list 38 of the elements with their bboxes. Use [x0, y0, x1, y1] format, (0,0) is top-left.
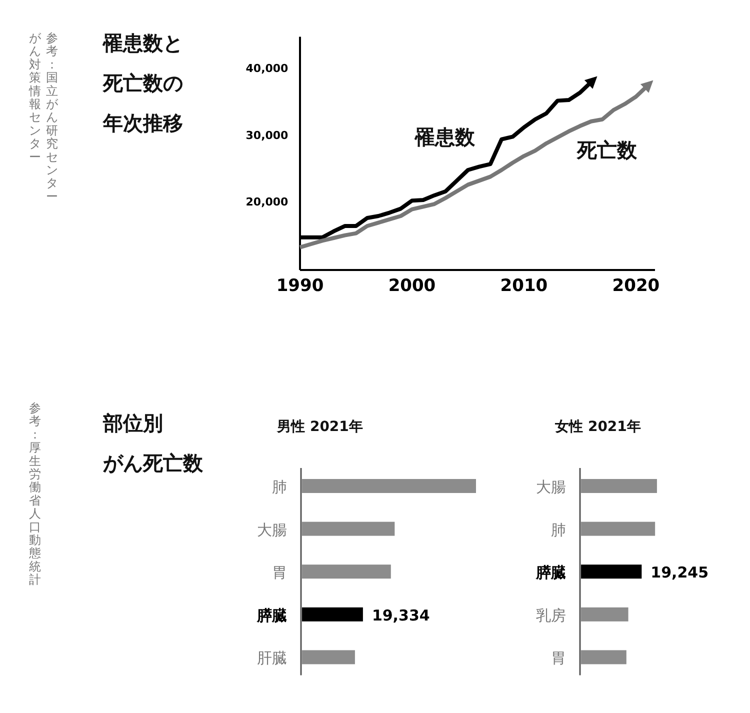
bar	[581, 607, 628, 622]
chart-title: 部位別がん死亡数	[102, 411, 204, 475]
chart-title: 女性 2021年	[554, 419, 641, 435]
y-tick-label: 40,000	[246, 62, 289, 76]
y-tick-label: 20,000	[246, 196, 289, 209]
bar	[581, 479, 657, 493]
text: 参考：国立がん研究センター	[46, 31, 58, 204]
y-tick-label: 肺	[551, 520, 566, 539]
bar	[581, 522, 656, 536]
text: 参考：厚生労働省人口動態統計	[29, 401, 41, 587]
bar	[581, 650, 626, 664]
data-label: 19,245	[650, 564, 709, 582]
x-tick-label: 1990	[276, 276, 324, 296]
y-tick-label: 肺	[272, 478, 287, 496]
y-tick-label: 30,000	[246, 128, 289, 142]
y-tick-label: 大腸	[536, 478, 566, 496]
y-tick-label: 乳房	[536, 606, 566, 624]
y-tick-label: 肝臓	[257, 649, 287, 668]
y-tick-label: 膵臓	[256, 606, 287, 624]
bar	[302, 479, 476, 493]
x-tick-label: 2010	[500, 276, 548, 296]
y-tick-label: 膵臓	[535, 564, 566, 582]
x-tick-label: 2000	[388, 276, 436, 296]
chart-subtitle: 男性 2021年	[276, 419, 363, 435]
series-label: 死亡数	[576, 138, 638, 162]
y-tick-label: 大腸	[257, 520, 287, 539]
bar	[302, 522, 395, 536]
y-tick-label: 胃	[272, 564, 287, 582]
bar	[302, 564, 391, 579]
bar	[302, 607, 363, 622]
series-label: 罹患数	[414, 125, 476, 149]
x-tick-label: 2020	[612, 276, 660, 296]
y-tick-label: 胃	[551, 649, 566, 668]
text: 罹患数と死亡数の年次推移	[102, 31, 183, 135]
text: がん対策情報センター	[29, 31, 41, 164]
bar	[302, 650, 355, 664]
data-label: 19,334	[372, 606, 430, 624]
bar	[581, 564, 642, 579]
